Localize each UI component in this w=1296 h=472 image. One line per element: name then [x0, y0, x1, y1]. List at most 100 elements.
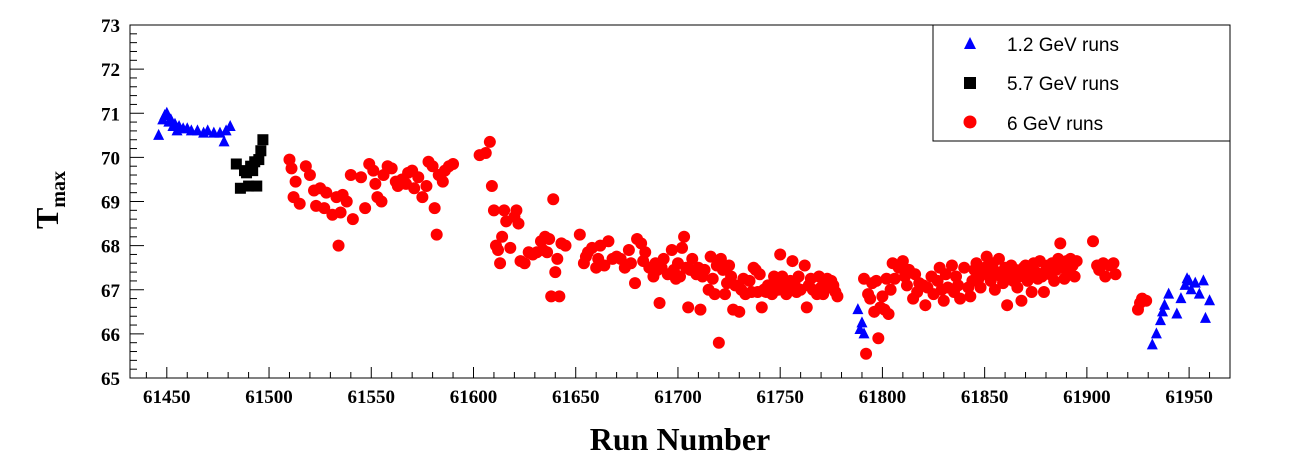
triangle-point [161, 106, 173, 118]
circle-point [416, 191, 429, 204]
y-tick-label: 66 [101, 325, 120, 346]
circle-point [900, 279, 913, 292]
circle-point [676, 241, 689, 254]
circle-point [753, 268, 766, 281]
circle-point [375, 195, 388, 208]
circle-point [1099, 270, 1112, 283]
legend-box [932, 24, 1231, 142]
circle-point [682, 301, 695, 314]
triangle-point [1175, 292, 1187, 304]
legend: 1.2 GeV runs 5.7 GeV runs 6 GeV runs [932, 24, 1231, 142]
series-3 [283, 135, 1153, 360]
y-axis-title-main: T [29, 208, 65, 229]
circle-point [743, 274, 756, 287]
circle-point [657, 252, 670, 265]
circle-point [518, 257, 531, 270]
x-tick-label: 61650 [552, 387, 600, 408]
circle-point [1068, 270, 1081, 283]
triangle-point [858, 327, 870, 339]
circle-point [624, 257, 637, 270]
circle-point [872, 332, 885, 345]
circle-point [774, 248, 787, 261]
triangle-point [1171, 307, 1183, 319]
circle-point [755, 301, 768, 314]
circle-point [1140, 294, 1153, 307]
square-point [253, 154, 265, 166]
circle-point [485, 180, 498, 193]
circle-point [344, 169, 357, 182]
circle-point [988, 283, 1001, 296]
triangle-point [1163, 287, 1175, 299]
x-tick-label: 61850 [961, 387, 1009, 408]
legend-label-2: 5.7 GeV runs [1007, 74, 1119, 95]
circle-point [303, 169, 316, 182]
triangle-point [1146, 338, 1158, 350]
circle-point [952, 279, 965, 292]
circle-point [498, 204, 511, 217]
legend-marker-circle [963, 115, 977, 129]
circle-point [494, 257, 507, 270]
circle-point [1037, 285, 1050, 298]
triangle-point [224, 119, 236, 131]
circle-point [355, 171, 368, 184]
triangle-point [856, 316, 868, 328]
circle-point [876, 290, 889, 303]
circle-point [510, 204, 523, 217]
circle-point [430, 228, 443, 241]
x-axis-title: Run Number [590, 421, 770, 457]
circle-point [496, 230, 509, 243]
circle-point [718, 288, 731, 301]
circle-point [573, 228, 586, 241]
data-points [153, 106, 1216, 360]
y-tick-label: 68 [101, 237, 120, 258]
legend-label-1: 1.2 GeV runs [1007, 35, 1119, 56]
x-tick-label: 61750 [756, 387, 804, 408]
y-tick-label: 65 [101, 369, 120, 390]
circle-point [428, 202, 441, 215]
circle-point [698, 263, 711, 276]
circle-point [723, 259, 736, 272]
y-tick-label: 72 [101, 60, 120, 81]
x-tick-label: 61500 [245, 387, 293, 408]
circle-point [712, 336, 725, 349]
circle-point [543, 233, 556, 246]
triangle-point [1197, 274, 1209, 286]
y-axis-title-sub: max [48, 171, 70, 208]
circle-point [974, 281, 987, 294]
square-point [243, 180, 255, 192]
circle-point [487, 204, 500, 217]
circle-point [293, 197, 306, 210]
triangle-point [1157, 305, 1169, 317]
circle-point [559, 239, 572, 252]
circle-point [882, 308, 895, 321]
triangle-point [1204, 294, 1216, 306]
y-tick-label: 67 [101, 281, 121, 302]
circle-point [792, 270, 805, 283]
circle-point [289, 175, 302, 188]
triangle-point [1159, 298, 1171, 310]
circle-point [714, 252, 727, 265]
circle-point [1070, 255, 1083, 268]
triangle-point [218, 135, 230, 147]
x-tick-label: 61450 [143, 387, 191, 408]
circle-point [884, 283, 897, 296]
x-tick-label: 61900 [1063, 387, 1111, 408]
circle-point [541, 246, 554, 259]
circle-point [359, 202, 372, 215]
circle-point [964, 290, 977, 303]
triangle-point [1150, 327, 1162, 339]
circle-point [598, 259, 611, 272]
circle-point [1087, 235, 1100, 248]
circle-point [706, 272, 719, 285]
circle-point [954, 292, 967, 305]
circle-point [786, 255, 799, 268]
circle-point [992, 252, 1005, 265]
circle-point [1048, 274, 1061, 287]
triangle-point [191, 124, 203, 136]
circle-point [285, 162, 298, 175]
y-tick-label: 73 [101, 16, 120, 37]
x-axis: 61450 61500 61550 61600 61650 61700 61750 61800… [143, 367, 1231, 408]
circle-point [678, 230, 691, 243]
circle-point [426, 160, 439, 173]
